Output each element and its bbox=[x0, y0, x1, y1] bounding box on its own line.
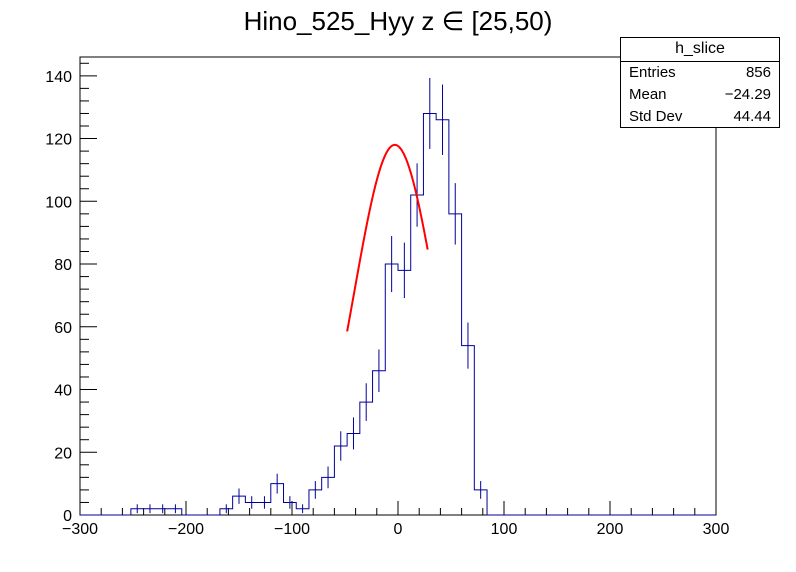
y-tick-label: 120 bbox=[45, 132, 72, 149]
x-tick-label: −100 bbox=[274, 521, 310, 538]
tick-labels: −300 −200 −100 0 100 200 300 0 20 40 60 80 100 120 140 bbox=[45, 69, 729, 538]
mean-value: −24.29 bbox=[724, 86, 771, 103]
mean-label: Mean bbox=[629, 86, 667, 103]
y-tick-label: 60 bbox=[54, 320, 72, 337]
stats-row-stddev: Std Dev 44.44 bbox=[621, 106, 779, 128]
stddev-label: Std Dev bbox=[629, 108, 683, 125]
y-tick-label: 0 bbox=[63, 508, 72, 525]
stats-box-title: h_slice bbox=[621, 38, 779, 62]
entries-label: Entries bbox=[629, 64, 676, 81]
x-tick-label: 100 bbox=[491, 521, 518, 538]
y-tick-label: 40 bbox=[54, 383, 72, 400]
stats-row-entries: Entries 856 bbox=[621, 62, 779, 84]
histogram-series bbox=[80, 77, 716, 516]
x-tick-label: −200 bbox=[168, 521, 204, 538]
fit-curve bbox=[346, 143, 429, 332]
entries-value: 856 bbox=[745, 64, 771, 81]
x-tick-label: 300 bbox=[703, 521, 730, 538]
histogram-outline bbox=[80, 112, 716, 516]
x-tick-label: 0 bbox=[394, 521, 403, 538]
stats-box: h_slice Entries 856 Mean −24.29 Std Dev … bbox=[620, 37, 780, 128]
x-tick-label: −300 bbox=[62, 521, 98, 538]
axes bbox=[79, 56, 717, 516]
y-tick-label: 20 bbox=[54, 445, 72, 462]
stats-row-mean: Mean −24.29 bbox=[621, 84, 779, 106]
chart-title: Hino_525_Hyy z ∈ [25,50) bbox=[243, 6, 553, 36]
y-tick-label: 80 bbox=[54, 257, 72, 274]
y-tick-label: 100 bbox=[45, 194, 72, 211]
stddev-value: 44.44 bbox=[733, 108, 771, 125]
x-tick-label: 200 bbox=[597, 521, 624, 538]
y-tick-label: 140 bbox=[45, 69, 72, 86]
gaussian-fit-curve bbox=[346, 143, 429, 332]
